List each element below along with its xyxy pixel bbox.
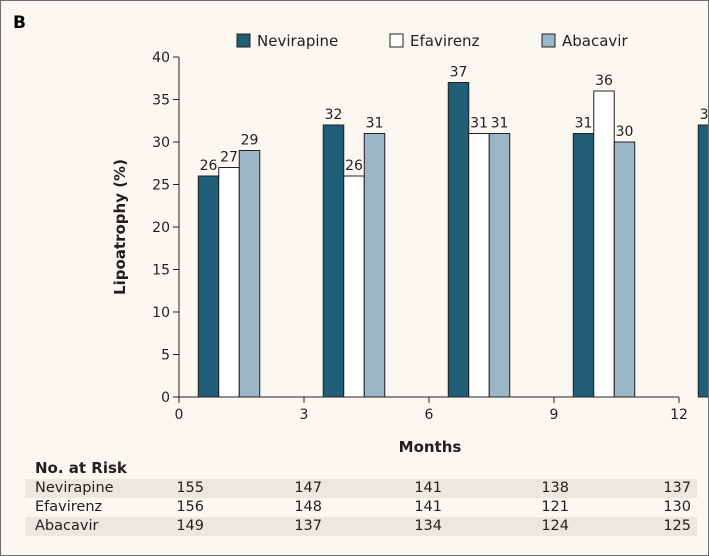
data-label: 26 <box>200 158 218 174</box>
data-label: 31 <box>366 116 384 132</box>
data-label: 31 <box>470 116 488 132</box>
bar-efavirenz <box>468 133 490 398</box>
risk-value: 130 <box>663 499 691 515</box>
x-tick-label: 6 <box>425 407 434 423</box>
data-labels: 262729322631373131313630323334 <box>200 65 708 175</box>
bar-efavirenz <box>593 90 615 398</box>
bar-efavirenz <box>218 167 240 398</box>
y-tick-label: 40 <box>152 50 170 66</box>
risk-value: 121 <box>541 499 569 515</box>
risk-table: No. at Risk Nevirapine 155 147 141 138 137 Efa… <box>25 457 697 536</box>
risk-row-label: Efavirenz <box>35 499 103 515</box>
y-tick-label: 20 <box>152 220 170 236</box>
y-axis-title: Lipoatrophy (%) <box>111 159 129 295</box>
legend-swatch-abacavir <box>541 33 556 48</box>
bar-abacavir <box>238 150 261 398</box>
panel-label: B <box>13 13 26 33</box>
y-tick-label: 10 <box>152 305 170 321</box>
risk-value: 138 <box>541 480 569 496</box>
x-tick-label: 3 <box>300 407 309 423</box>
bar-nevirapine <box>197 175 220 398</box>
risk-value: 141 <box>414 499 442 515</box>
y-tick-label: 30 <box>152 135 170 151</box>
risk-table-rows: Nevirapine 155 147 141 138 137 Efavirenz 156 148… <box>25 479 697 536</box>
x-axis: 0 3 6 9 12 <box>175 396 688 423</box>
y-tick-label: 5 <box>161 348 170 364</box>
risk-row-label: Nevirapine <box>35 480 114 496</box>
x-tick-label: 12 <box>670 407 688 423</box>
y-axis: 0 5 10 15 20 25 30 35 40 <box>152 50 180 406</box>
data-label: 27 <box>220 150 238 166</box>
legend: Nevirapine Efavirenz Abacavir <box>236 32 628 50</box>
risk-value: 149 <box>176 518 204 534</box>
risk-row-efavirenz: Efavirenz 156 148 141 121 130 <box>25 498 697 517</box>
legend-label-abacavir: Abacavir <box>562 32 628 50</box>
x-tick-label: 9 <box>550 407 559 423</box>
data-label: 32 <box>325 107 343 123</box>
data-label: 30 <box>616 124 634 140</box>
data-label: 36 <box>595 73 613 89</box>
risk-row-nevirapine: Nevirapine 155 147 141 138 137 <box>25 479 697 498</box>
y-tick-label: 35 <box>152 93 170 109</box>
risk-value: 155 <box>176 480 204 496</box>
legend-label-efavirenz: Efavirenz <box>410 32 480 50</box>
risk-row-abacavir: Abacavir 149 137 134 124 125 <box>25 517 697 536</box>
bars <box>197 82 708 398</box>
risk-value: 125 <box>663 518 691 534</box>
bar-nevirapine <box>322 124 345 398</box>
risk-row-label: Abacavir <box>35 518 99 534</box>
data-label: 37 <box>450 65 468 81</box>
bar-nevirapine <box>572 133 595 398</box>
bar-abacavir <box>488 133 511 398</box>
x-tick-label: 0 <box>175 407 184 423</box>
risk-value: 137 <box>294 518 322 534</box>
risk-table-title: No. at Risk <box>35 459 127 477</box>
bar-abacavir <box>363 133 386 398</box>
data-label: 29 <box>241 133 259 149</box>
bar-efavirenz <box>343 175 365 398</box>
data-label: 26 <box>345 158 363 174</box>
data-label: 31 <box>491 116 509 132</box>
risk-value: 124 <box>541 518 569 534</box>
y-tick-label: 15 <box>152 263 170 279</box>
data-label: 32 <box>700 107 708 123</box>
legend-label-nevirapine: Nevirapine <box>257 32 338 50</box>
y-tick-label: 25 <box>152 178 170 194</box>
risk-value: 134 <box>414 518 442 534</box>
data-label: 31 <box>575 116 593 132</box>
y-tick-label: 0 <box>161 390 170 406</box>
bar-nevirapine <box>447 82 470 398</box>
bar-chart: B Nevirapine Efavirenz Abacavir 0 5 10 15 20 25… <box>13 13 708 455</box>
bar-nevirapine <box>697 124 708 398</box>
risk-value: 156 <box>176 499 204 515</box>
bar-abacavir <box>613 141 636 398</box>
risk-value: 148 <box>294 499 322 515</box>
legend-swatch-nevirapine <box>236 33 251 48</box>
x-axis-title: Months <box>399 438 462 455</box>
risk-value: 141 <box>414 480 442 496</box>
risk-value: 137 <box>663 480 691 496</box>
risk-value: 147 <box>294 480 322 496</box>
legend-swatch-efavirenz <box>389 33 404 48</box>
